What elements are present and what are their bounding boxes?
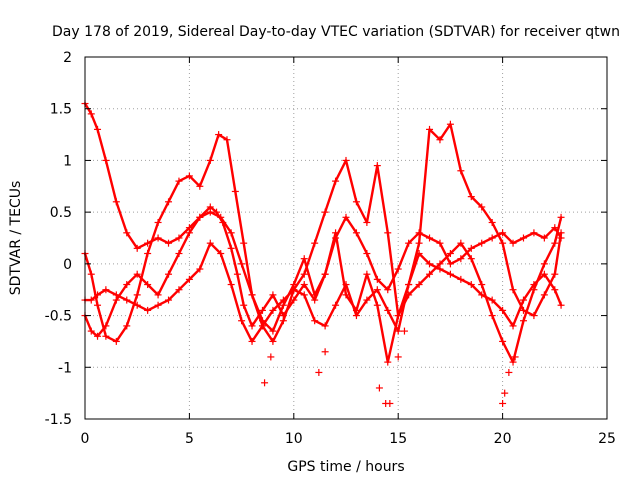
series-track-1 <box>81 100 565 330</box>
series-line <box>83 102 563 328</box>
x-tick-label: 10 <box>285 431 303 447</box>
x-axis-label: GPS time / hours <box>287 459 404 475</box>
x-tick-label: 25 <box>598 431 616 447</box>
outlier-points <box>261 327 519 407</box>
series-line <box>83 210 563 364</box>
y-tick-label: -1 <box>58 360 72 376</box>
x-tick-label: 20 <box>494 431 512 447</box>
x-tick-label: 5 <box>185 431 194 447</box>
series-track-4 <box>81 208 565 366</box>
y-tick-label: -0.5 <box>45 309 72 325</box>
x-tick-label: 0 <box>81 431 90 447</box>
x-tick-labels: 0 5 10 15 20 25 <box>81 431 616 447</box>
y-tick-label: 1.5 <box>50 102 72 118</box>
plot-frame <box>84 56 608 420</box>
y-tick-labels: -1.5 -1 -0.5 0 0.5 1 1.5 2 <box>45 50 72 428</box>
axis-ticks <box>84 56 608 420</box>
y-tick-label: 0 <box>63 257 72 273</box>
series-line <box>83 242 563 343</box>
y-axis-label: SDTVAR / TECUs <box>8 181 24 296</box>
y-tick-label: 1 <box>63 153 72 169</box>
y-tick-label: -1.5 <box>45 412 72 428</box>
y-tick-label: 0.5 <box>50 205 72 221</box>
y-tick-label: 2 <box>63 50 72 66</box>
grid-lines <box>85 57 607 419</box>
chart-title: Day 178 of 2019, Sidereal Day-to-day VTE… <box>52 24 620 40</box>
x-tick-label: 15 <box>389 431 407 447</box>
data-series <box>81 100 565 407</box>
